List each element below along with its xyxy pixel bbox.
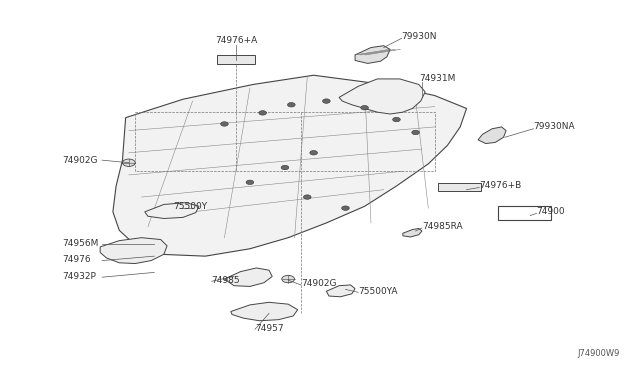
Circle shape [281, 165, 289, 170]
Polygon shape [403, 228, 422, 237]
Text: 74902G: 74902G [62, 155, 97, 165]
Text: 75500Y: 75500Y [173, 202, 207, 211]
Circle shape [246, 180, 253, 185]
Bar [499, 206, 550, 220]
Polygon shape [113, 75, 467, 256]
Circle shape [122, 159, 135, 166]
Polygon shape [145, 203, 199, 218]
Circle shape [412, 130, 419, 135]
Text: 74957: 74957 [255, 324, 284, 333]
Polygon shape [231, 302, 298, 321]
Text: J74900W9: J74900W9 [577, 349, 620, 358]
Circle shape [221, 122, 228, 126]
Text: 74976+A: 74976+A [215, 36, 257, 45]
Circle shape [393, 117, 400, 122]
Bar [217, 55, 255, 64]
Circle shape [342, 206, 349, 211]
Text: 74900: 74900 [537, 207, 565, 217]
Text: 74932P: 74932P [62, 272, 96, 281]
Text: 75500YA: 75500YA [358, 287, 397, 296]
Text: 74976+B: 74976+B [479, 182, 522, 190]
Circle shape [361, 106, 369, 110]
Polygon shape [326, 285, 355, 297]
Circle shape [282, 275, 294, 283]
Bar [438, 183, 481, 191]
Text: 74976: 74976 [62, 255, 90, 264]
Polygon shape [339, 79, 425, 114]
Polygon shape [478, 127, 506, 144]
Text: 74956M: 74956M [62, 239, 99, 248]
Polygon shape [100, 238, 167, 263]
Text: 79930N: 79930N [401, 32, 437, 41]
Circle shape [287, 103, 295, 107]
Text: 74931M: 74931M [419, 74, 455, 83]
Text: 74902G: 74902G [301, 279, 337, 288]
Text: 79930NA: 79930NA [534, 122, 575, 131]
Text: 74985: 74985 [212, 276, 240, 285]
Text: 74985RA: 74985RA [422, 222, 463, 231]
Circle shape [323, 99, 330, 103]
Polygon shape [225, 268, 272, 286]
Circle shape [310, 151, 317, 155]
Circle shape [259, 111, 266, 115]
Circle shape [303, 195, 311, 199]
Polygon shape [355, 46, 390, 63]
